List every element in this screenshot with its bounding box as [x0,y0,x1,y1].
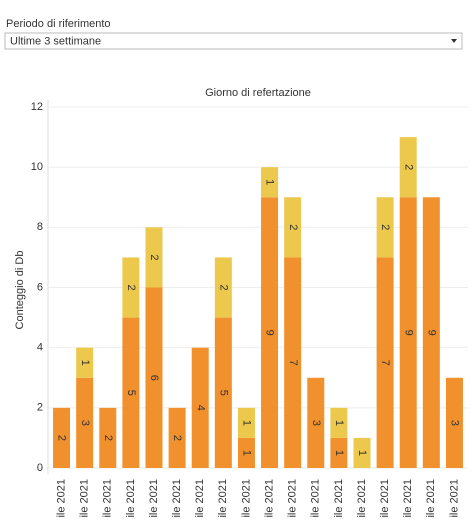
x-tick-label: ile 2021 [102,479,114,518]
data-label: 7 [379,360,391,366]
bar-segment [330,407,348,438]
data-label: 1 [333,450,345,456]
data-label: 9 [402,330,414,336]
x-tick-label: ile 2021 [425,479,437,518]
bar-segment [214,317,232,468]
x-tick-label: ile 2021 [217,479,229,518]
bar-segment [445,377,463,468]
bar-segment [122,317,140,468]
data-label: 5 [217,390,229,396]
data-label: 7 [287,360,299,366]
data-label: 2 [379,224,391,230]
y-tick-label: 6 [37,281,43,293]
data-label: 1 [264,179,276,185]
bar-segment [76,347,94,378]
y-tick-label: 8 [37,221,43,233]
bar-segment [422,197,440,468]
bar-segment [214,257,232,318]
x-tick-label: ile 2021 [263,479,275,518]
data-label: 1 [241,420,253,426]
x-tick-label: ile 2021 [125,479,137,518]
dropdown-value[interactable]: Ultime 3 settimane [10,35,101,47]
data-label: 9 [425,330,437,336]
bar-segment [237,437,255,468]
bar-segment [261,197,279,468]
x-tick-label: ile 2021 [379,479,391,518]
dropdown-box[interactable] [4,32,463,50]
x-tick-label: ile 2021 [194,479,206,518]
bar-segment [399,137,417,198]
x-tick-label: ile 2021 [148,479,160,518]
data-label: 2 [217,284,229,290]
bar-segment [191,347,209,468]
bar-segment [261,167,279,198]
data-label: 2 [56,435,68,441]
data-label: 6 [148,375,160,381]
data-label: 5 [125,390,137,396]
data-label: 2 [402,164,414,170]
data-label: 2 [287,224,299,230]
y-tick-label: 2 [37,402,43,414]
bar-segment [353,437,371,468]
bar-segment [99,407,117,468]
bar-segment [399,197,417,468]
x-tick-label: ile 2021 [171,479,183,518]
bar-segment [307,377,325,468]
chart-title: Giorno di refertazione [205,87,311,99]
y-tick-label: 10 [31,161,43,173]
x-tick-label: ile 2021 [333,479,345,518]
x-tick-label: ile 2021 [448,479,460,518]
x-tick-label: ile 2021 [240,479,252,518]
data-label: 2 [171,435,183,441]
dropdown-arrow[interactable] [451,39,457,43]
data-label: 3 [79,420,91,426]
y-tick-label: 12 [31,101,43,113]
data-label: 9 [264,330,276,336]
data-label: 1 [79,360,91,366]
bar-segment [376,197,394,258]
x-tick-label: ile 2021 [79,479,91,518]
bar-segment [145,287,163,468]
x-tick-label: ile 2021 [402,479,414,518]
data-label: 1 [241,450,253,456]
data-label: 3 [449,420,461,426]
bar-segment [284,197,302,258]
x-tick-label: ile 2021 [55,479,67,518]
data-label: 2 [148,254,160,260]
bar-segment [330,437,348,468]
filter-label: Periodo di riferimento [6,18,111,30]
y-tick-label: 0 [37,462,43,474]
bar-segment [237,407,255,438]
x-tick-label: ile 2021 [356,479,368,518]
x-tick-label: ile 2021 [310,479,322,518]
x-tick-label: ile 2021 [287,479,299,518]
bar-segment [53,407,71,468]
y-tick-label: 4 [37,342,43,354]
y-axis-title: Conteggio di Db [14,251,26,330]
data-label: 3 [310,420,322,426]
bar-segment [145,227,163,288]
dropdown[interactable]: Ultime 3 settimane [4,32,463,50]
bar-segment [76,377,94,468]
bar-segment [122,257,140,318]
data-label: 2 [102,435,114,441]
bar-segment [284,257,302,468]
data-label: 1 [356,450,368,456]
bar-segment [376,257,394,468]
bar-segment [168,407,186,468]
data-label: 4 [194,405,206,411]
data-label: 2 [125,284,137,290]
data-label: 1 [333,420,345,426]
